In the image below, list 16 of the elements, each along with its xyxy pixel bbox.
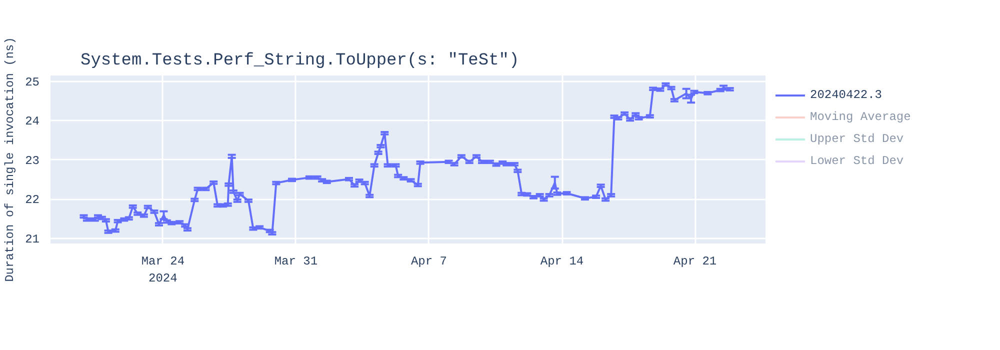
x-tick-label: Apr 21 <box>673 254 717 268</box>
legend-label: 20240422.3 <box>810 88 882 102</box>
y-tick-label: 22 <box>25 193 40 208</box>
y-tick-label: 25 <box>25 75 40 90</box>
chart-title: System.Tests.Perf_String.ToUpper(s: "TeSt") <box>80 52 520 70</box>
x-tick-label: Apr 14 <box>540 254 584 268</box>
x-tick-label: Mar 24 2024 <box>141 254 185 286</box>
legend-label: Lower Std Dev <box>810 154 904 168</box>
y-tick-label: 23 <box>25 154 40 168</box>
y-tick-label: 21 <box>25 232 40 246</box>
x-tick-label: Apr 7 <box>410 254 447 268</box>
legend-label: Moving Average <box>810 110 911 124</box>
y-axis-title: Duration of single invocation (ns) <box>3 37 18 282</box>
y-tick-label: 24 <box>25 114 40 129</box>
legend-label: Upper Std Dev <box>810 132 904 146</box>
x-tick-label: Mar 31 <box>274 254 318 268</box>
